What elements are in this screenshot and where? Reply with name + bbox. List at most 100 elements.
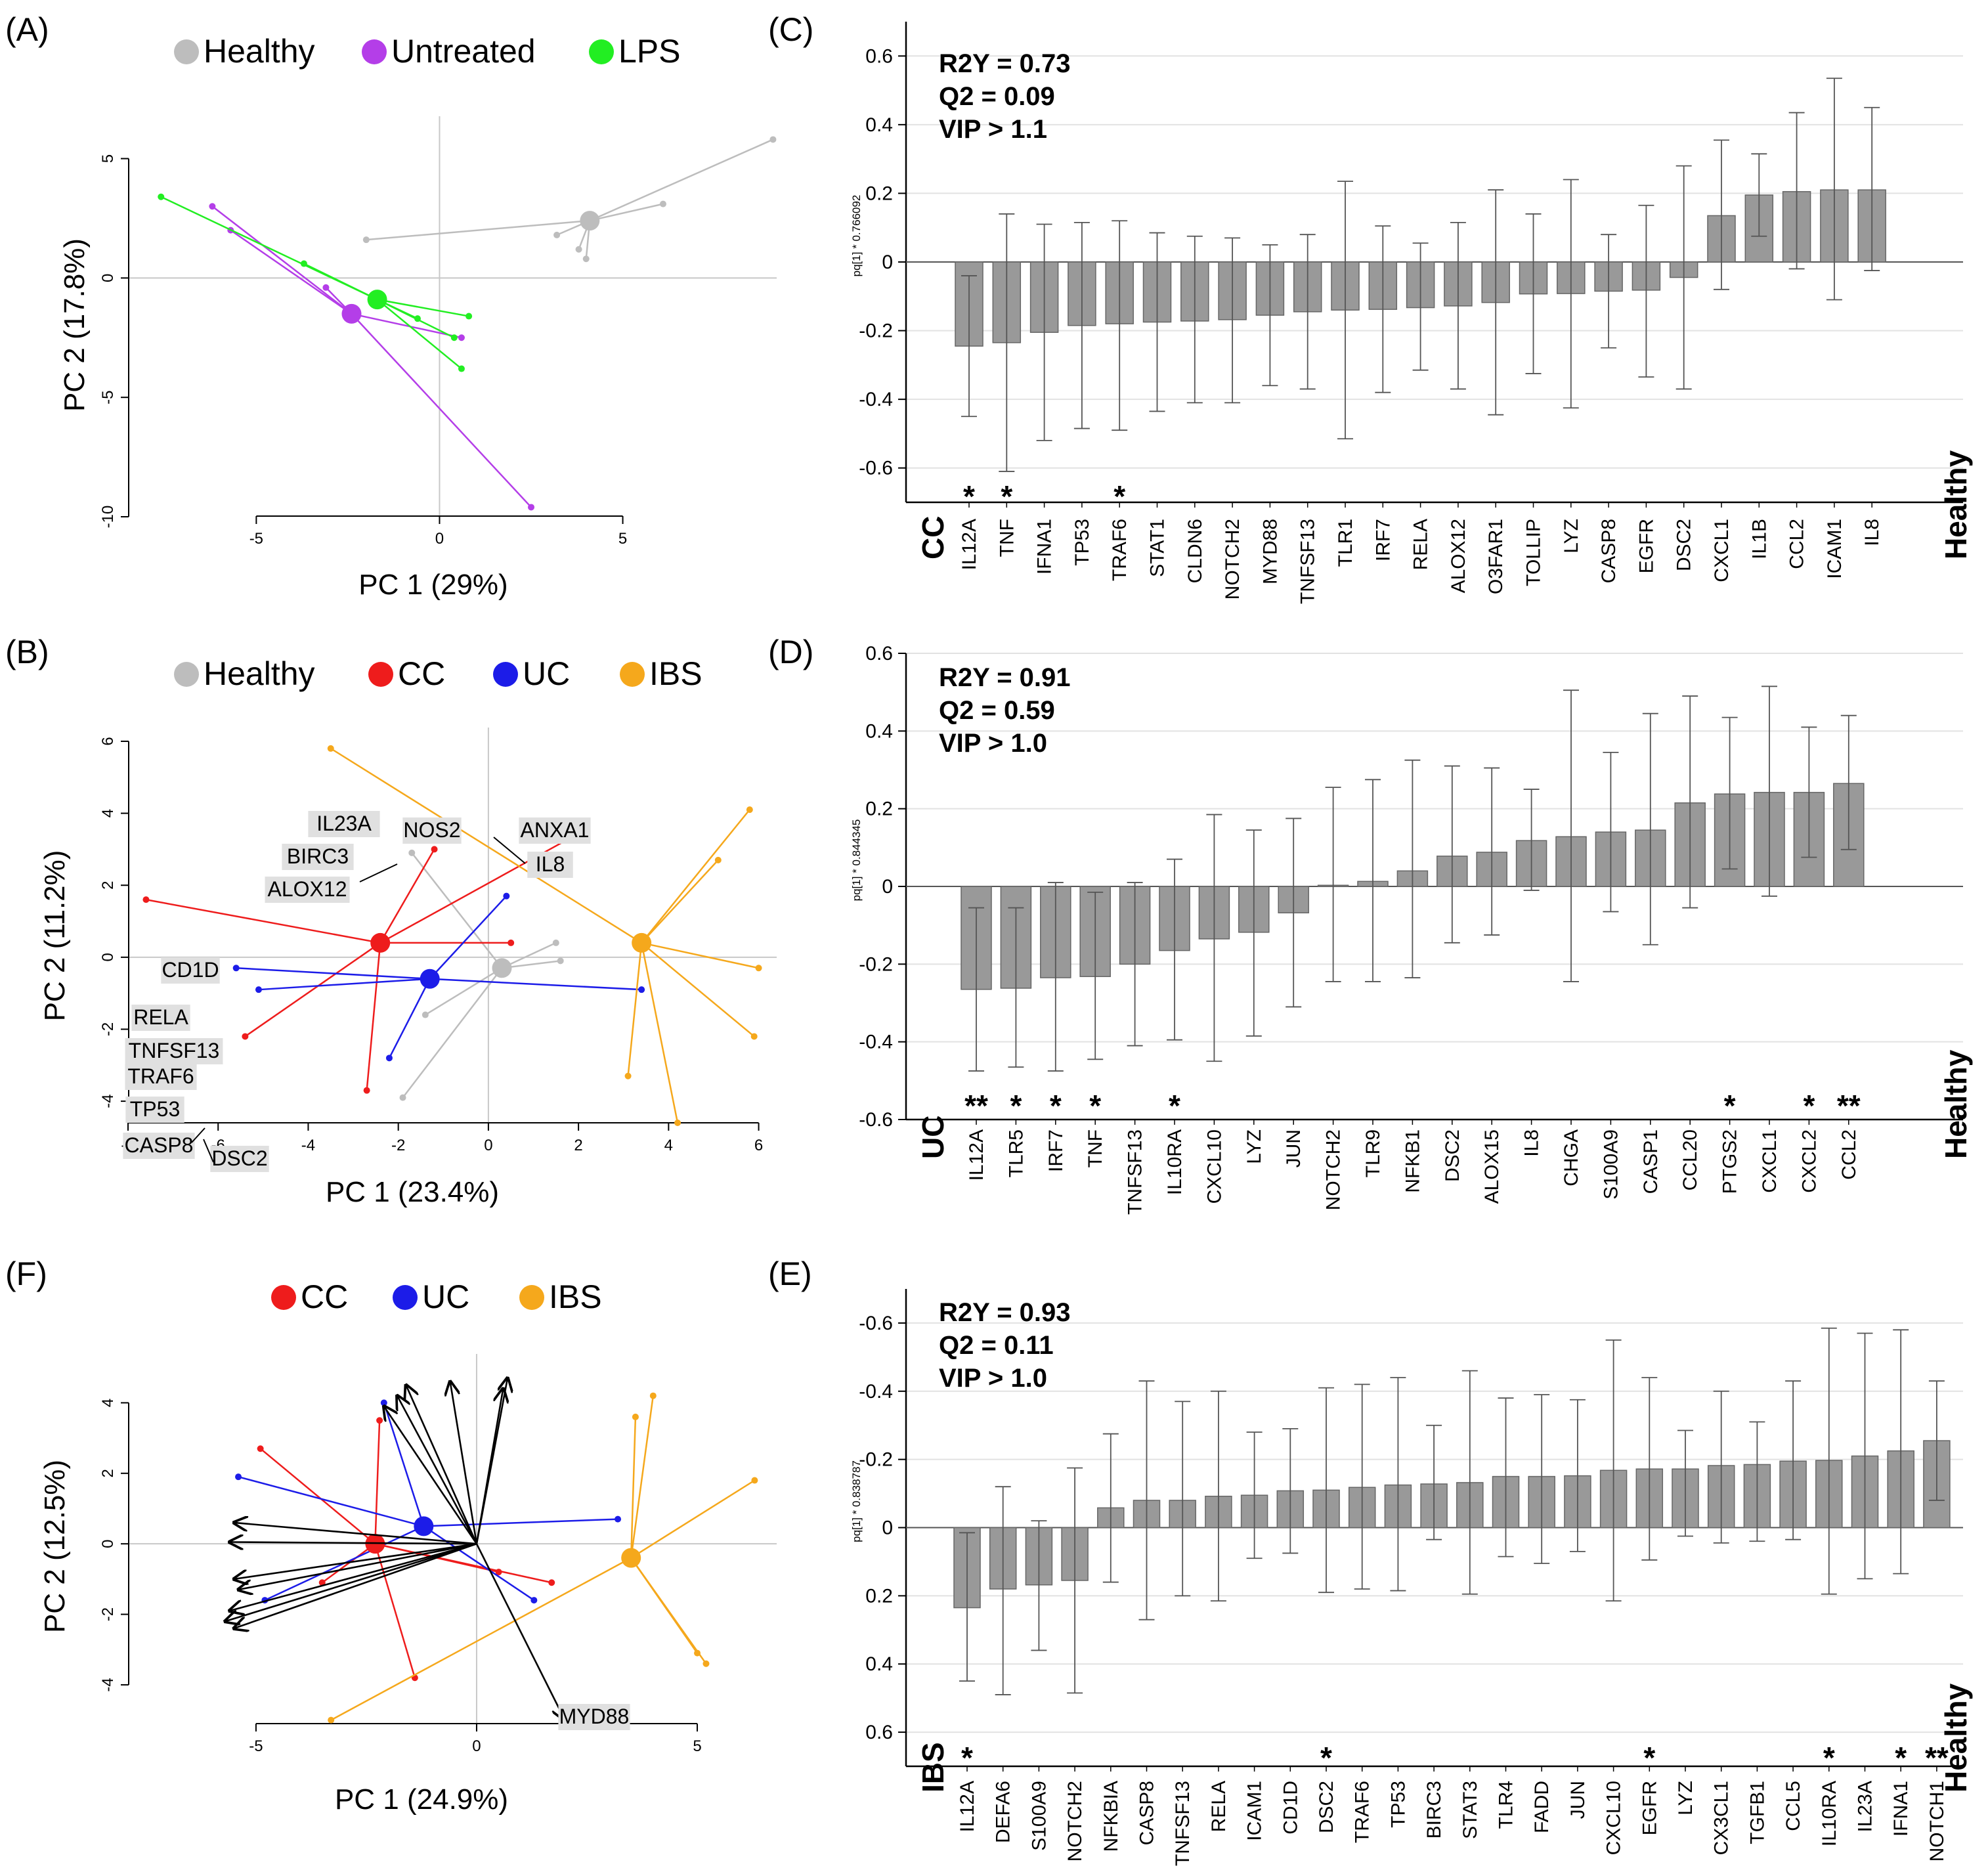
sample-point-lps bbox=[465, 313, 473, 320]
loading-arrow-alox12 bbox=[384, 1406, 478, 1544]
model-stat: R2Y = 0.91 bbox=[939, 663, 1071, 692]
y-tick-label: -2 bbox=[99, 1022, 117, 1036]
spoke-ibs bbox=[330, 747, 642, 944]
legend-label-healthy: Healthy bbox=[204, 33, 315, 70]
sample-point-ibs bbox=[702, 1660, 710, 1667]
category-label-cxcl1: CXCL1 bbox=[1711, 519, 1733, 582]
panel-label-a: (A) bbox=[5, 11, 49, 48]
sample-point-untreated bbox=[528, 504, 535, 511]
x-tick-label: 0 bbox=[472, 1737, 481, 1755]
panel-f: CC UC IBS -5 0 5 -4 -2 0 2 4 PC 1 (24.9%) PC 2 (12.5… bbox=[39, 811, 777, 1816]
significance-marker: * bbox=[1320, 1741, 1332, 1775]
y-tick-label: 0.6 bbox=[865, 643, 893, 664]
sample-point-healthy bbox=[552, 939, 559, 946]
spoke-ibs bbox=[640, 942, 679, 1123]
centroid-cc bbox=[370, 932, 391, 953]
x-tick-label: 5 bbox=[618, 530, 627, 548]
significance-marker: ** bbox=[1925, 1741, 1949, 1775]
spoke-cc bbox=[374, 1543, 416, 1678]
sample-point-uc bbox=[615, 1515, 622, 1523]
category-label-ccl2: CCL2 bbox=[1838, 1129, 1860, 1180]
panel-label-f: (F) bbox=[5, 1255, 47, 1292]
spoke-healthy bbox=[411, 852, 503, 969]
y-tick-label: 0 bbox=[99, 1540, 117, 1548]
spoke-cc bbox=[146, 898, 381, 944]
loading-label-tp53: TP53 bbox=[130, 1097, 180, 1121]
significance-marker: * bbox=[1895, 1741, 1907, 1775]
category-label-il10ra: IL10RA bbox=[1819, 1781, 1840, 1846]
category-label-ccl20: CCL20 bbox=[1679, 1129, 1701, 1190]
legend-label-ibs: IBS bbox=[649, 655, 702, 692]
significance-marker: ** bbox=[1837, 1089, 1861, 1123]
significance-marker: * bbox=[1050, 1089, 1062, 1123]
spoke-ibs bbox=[641, 942, 759, 969]
sample-point-untreated bbox=[209, 203, 216, 210]
sample-point-untreated bbox=[322, 284, 330, 291]
group-label-right: Healthy bbox=[1939, 1049, 1973, 1159]
spoke-uc bbox=[429, 978, 642, 991]
y-axis-title: PC 2 (12.5%) bbox=[39, 1460, 71, 1633]
legend-marker-ibs bbox=[620, 662, 645, 687]
panel-e: -0.6 -0.4 -0.2 0 0.2 0.4 0.6 pq[1] * 0.838787 R2… bbox=[850, 1289, 1973, 1866]
category-label-egfr: EGFR bbox=[1639, 1781, 1660, 1835]
category-label-cxcl2: CXCL2 bbox=[1798, 1129, 1820, 1193]
loading-arrow-birc3 bbox=[397, 1396, 478, 1544]
category-label-tnfsf13: TNFSF13 bbox=[1125, 1129, 1146, 1215]
category-label-s100a9: S100A9 bbox=[1600, 1129, 1622, 1200]
significance-marker: * bbox=[1001, 479, 1012, 513]
spoke-untreated bbox=[351, 313, 532, 508]
category-label-tnf: TNF bbox=[1085, 1129, 1106, 1167]
leader-line-casp8 bbox=[191, 1127, 205, 1143]
category-label-ccl5: CCL5 bbox=[1783, 1781, 1804, 1831]
category-label-tp53: TP53 bbox=[1071, 519, 1093, 566]
y-tick-label: 0 bbox=[882, 1517, 893, 1539]
sample-point-cc bbox=[257, 1445, 264, 1452]
y-tick-label: 6 bbox=[99, 737, 117, 745]
loading-label-myd88: MYD88 bbox=[559, 1705, 630, 1728]
sample-point-healthy bbox=[557, 957, 564, 965]
category-label-tnfsf13: TNFSF13 bbox=[1172, 1781, 1194, 1866]
centroid-untreated bbox=[341, 303, 362, 324]
loading-label-bg-nos2 bbox=[402, 817, 462, 844]
sample-point-lps bbox=[450, 334, 458, 341]
x-tick-label: 6 bbox=[754, 1137, 763, 1154]
category-label-notch2: NOTCH2 bbox=[1222, 519, 1243, 599]
significance-marker: * bbox=[1010, 1089, 1022, 1123]
centroid-ibs bbox=[632, 932, 652, 953]
x-tick-label: 4 bbox=[664, 1137, 673, 1154]
category-label-cxcl1: CXCL1 bbox=[1759, 1129, 1781, 1193]
legend-label-lps: LPS bbox=[618, 33, 681, 70]
category-label-ptgs2: PTGS2 bbox=[1719, 1129, 1741, 1194]
model-stat: VIP > 1.0 bbox=[939, 729, 1047, 758]
spoke-ibs bbox=[630, 1557, 707, 1665]
legend-marker-lps bbox=[589, 39, 614, 64]
spoke-uc bbox=[423, 1525, 535, 1601]
significance-marker: * bbox=[1089, 1089, 1101, 1123]
y-tick-label: 5 bbox=[99, 154, 117, 163]
y-tick-label: 0.4 bbox=[865, 720, 893, 742]
y-axis-title: pq[1] * 0.766092 bbox=[850, 195, 863, 277]
y-tick-label: 0 bbox=[882, 251, 893, 273]
spoke-cc bbox=[366, 942, 381, 1091]
y-tick-label: -5 bbox=[99, 391, 117, 404]
loading-arrow-tnfsf13 bbox=[234, 1542, 477, 1579]
legend-label-uc: UC bbox=[523, 655, 570, 692]
spoke-ibs bbox=[330, 1557, 632, 1721]
category-label-defa6: DEFA6 bbox=[993, 1781, 1014, 1843]
category-label-myd88: MYD88 bbox=[1259, 519, 1281, 584]
model-stat: Q2 = 0.59 bbox=[939, 696, 1055, 725]
category-label-il10ra: IL10RA bbox=[1164, 1129, 1186, 1195]
y-tick-label: -0.6 bbox=[859, 458, 893, 479]
loading-label-dsc2: DSC2 bbox=[211, 1146, 267, 1170]
model-stat: VIP > 1.0 bbox=[939, 1364, 1047, 1393]
centroid-uc bbox=[420, 969, 440, 989]
legend-label-healthy: Healthy bbox=[204, 655, 315, 692]
spoke-healthy bbox=[590, 203, 664, 222]
loading-arrow-casp8 bbox=[225, 1542, 477, 1621]
y-tick-label: 4 bbox=[99, 809, 117, 817]
sample-point-uc bbox=[235, 1473, 242, 1481]
legend-label-cc: CC bbox=[301, 1278, 348, 1315]
x-tick-label: -5 bbox=[249, 530, 263, 548]
sample-point-lps bbox=[300, 260, 307, 267]
category-label-jun: JUN bbox=[1567, 1781, 1589, 1819]
